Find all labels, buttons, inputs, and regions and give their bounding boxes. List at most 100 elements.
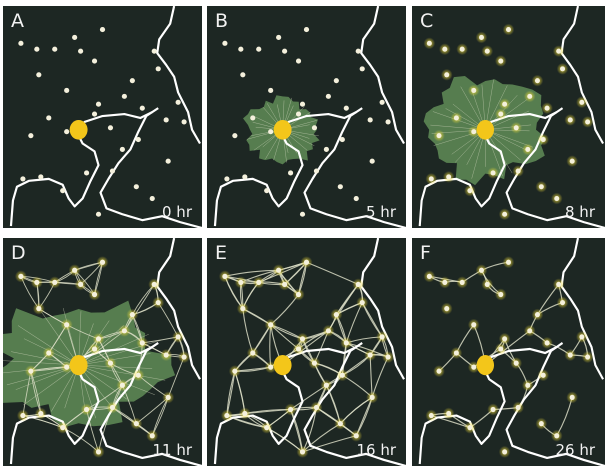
- oat-flake: [355, 48, 361, 54]
- oat-flake: [129, 78, 135, 84]
- oat-flake: [38, 410, 44, 417]
- oat-flake: [367, 117, 373, 123]
- oat-flake: [60, 188, 66, 194]
- oat-flake: [78, 48, 84, 54]
- oat-flake: [64, 87, 70, 94]
- panel-c: C 8 hr: [412, 6, 605, 228]
- oat-flake: [426, 273, 432, 279]
- oat-flake: [353, 195, 359, 202]
- panel-a-image: [3, 6, 202, 228]
- panel-letter: B: [215, 10, 229, 32]
- panel-letter: A: [11, 10, 24, 32]
- oat-flake: [155, 66, 161, 72]
- coastline: [9, 111, 153, 227]
- oat-flake: [282, 48, 288, 54]
- oat-flake: [224, 176, 230, 182]
- oat-flake: [91, 58, 98, 64]
- oat-flake: [323, 146, 329, 152]
- oat-flake: [52, 279, 58, 286]
- center-plasmodium: [69, 119, 88, 140]
- oat-flake: [467, 188, 473, 194]
- oat-flake: [295, 291, 302, 298]
- oat-flake: [299, 449, 306, 455]
- center-plasmodium: [476, 355, 495, 376]
- oat-flake: [325, 328, 331, 334]
- oat-flake: [109, 404, 116, 411]
- oat-flake: [83, 170, 90, 176]
- oat-flake: [525, 382, 531, 388]
- oat-flake: [36, 72, 42, 78]
- oat-flake: [139, 340, 145, 346]
- plasmodium-vein: [78, 325, 124, 366]
- oat-flake: [355, 281, 361, 288]
- oat-flake: [538, 421, 544, 427]
- plasmodium-vein: [40, 310, 79, 366]
- oat-flake: [567, 352, 573, 358]
- oat-flake: [471, 322, 477, 328]
- oat-flake: [18, 273, 24, 279]
- oat-flake: [175, 99, 181, 105]
- oat-flake: [426, 40, 432, 46]
- coastline: [418, 111, 558, 227]
- time-label: 8 hr: [565, 203, 595, 221]
- oat-flake: [95, 101, 102, 107]
- panel-letter: C: [420, 10, 434, 32]
- oat-flake: [303, 27, 310, 33]
- oat-flake: [442, 46, 448, 52]
- oat-flake: [151, 48, 157, 54]
- coastline: [213, 345, 357, 465]
- panel-e-image: [207, 238, 406, 466]
- time-label: 0 hr: [162, 203, 192, 221]
- coastline: [99, 341, 202, 466]
- time-label: 11 hr: [152, 441, 192, 459]
- center-plasmodium: [476, 119, 495, 140]
- oat-flake: [471, 364, 477, 370]
- oat-flake: [453, 115, 459, 121]
- oat-flake: [323, 382, 329, 388]
- oat-flake: [379, 334, 385, 340]
- oat-flake: [498, 58, 504, 64]
- oat-flake: [256, 279, 262, 286]
- coastline: [360, 238, 405, 380]
- oat-flake: [502, 101, 508, 107]
- oat-flake: [478, 34, 484, 40]
- oat-flake: [534, 78, 540, 84]
- oat-flake: [339, 137, 345, 143]
- oat-flake: [165, 394, 171, 401]
- oat-flake: [538, 184, 544, 190]
- oat-flake: [64, 322, 70, 328]
- oat-flake: [78, 281, 84, 288]
- oat-flake: [313, 404, 320, 411]
- oat-flake: [311, 360, 318, 366]
- oat-flake: [428, 176, 434, 182]
- center-plasmodium: [273, 355, 292, 376]
- oat-flake: [359, 66, 365, 72]
- oat-flake: [442, 279, 448, 286]
- panel-f-image: [412, 238, 605, 466]
- panel-letter: E: [215, 242, 228, 264]
- oat-flake: [256, 46, 262, 52]
- oat-flake: [333, 312, 339, 318]
- oat-flake: [20, 412, 26, 419]
- time-label: 16 hr: [356, 441, 396, 459]
- oat-flake: [337, 184, 343, 190]
- oat-flake: [165, 158, 171, 164]
- oat-flake: [569, 394, 575, 401]
- panel-b: B 5 hr: [207, 6, 406, 228]
- coastline: [560, 238, 604, 380]
- oat-flake: [505, 259, 512, 265]
- oat-flake: [181, 354, 187, 360]
- oat-flake: [34, 279, 40, 286]
- oat-flake: [299, 101, 306, 107]
- oat-flake: [72, 34, 78, 40]
- oat-flake: [264, 425, 270, 431]
- oat-flake: [268, 322, 274, 328]
- oat-flake: [560, 299, 566, 306]
- oat-flake: [478, 267, 484, 273]
- oat-flake: [569, 158, 575, 164]
- oat-flake: [436, 133, 442, 139]
- oat-flake: [238, 279, 244, 286]
- oat-flake: [295, 346, 302, 352]
- coastline: [505, 107, 605, 228]
- oat-flake: [18, 40, 24, 46]
